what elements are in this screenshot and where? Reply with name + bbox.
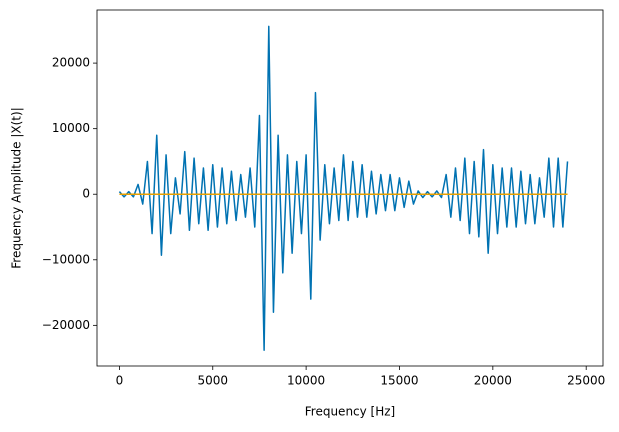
x-tick-label: 0 [116,374,124,388]
plot-frame [96,9,604,367]
data-line [118,25,569,352]
y-tick-label: 0 [82,187,90,201]
y-tick-label: 20000 [52,56,90,70]
x-tick-label: 15000 [380,374,418,388]
x-tick-label: 25000 [567,374,605,388]
y-tick-label: 10000 [52,121,90,135]
x-tick-label: 20000 [474,374,512,388]
y-tick-label: −10000 [42,252,90,266]
x-axis-label: Frequency [Hz] [305,405,396,419]
x-tick-label: 5000 [197,374,228,388]
y-axis-label: Frequency Amplitude |X(t)| [10,107,24,269]
x-tick-label: 10000 [287,374,325,388]
y-tick-label: −20000 [42,318,90,332]
